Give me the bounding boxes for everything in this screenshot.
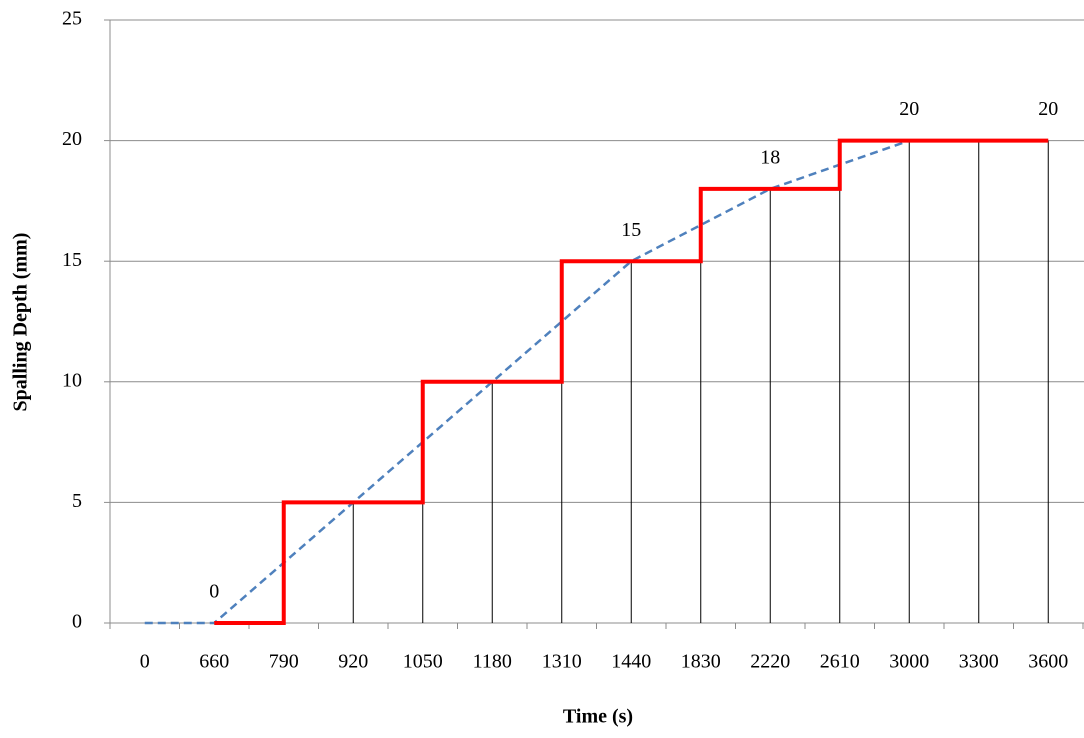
x-tick-label: 3600 [1028,651,1068,673]
data-label: 20 [899,98,919,120]
x-tick-label: 790 [269,651,299,673]
data-label: 20 [1038,98,1058,120]
x-tick-label: 1310 [542,651,582,673]
x-tick-label: 1050 [403,651,443,673]
y-tick-label: 20 [62,128,82,150]
x-tick-label: 1830 [681,651,721,673]
data-label: 15 [621,219,641,241]
y-tick-label: 0 [72,611,82,633]
y-tick-label: 15 [62,249,82,271]
data-label: 0 [209,581,219,603]
x-tick-label: 2610 [820,651,860,673]
y-axis-title: Spalling Depth (mm) [10,233,32,412]
x-tick-label: 1440 [611,651,651,673]
data-label: 18 [760,146,780,168]
x-tick-label: 1180 [473,651,512,673]
y-tick-label: 5 [72,490,82,512]
x-axis-title: Time (s) [563,706,633,728]
y-tick-label: 25 [62,8,82,30]
x-tick-label: 3000 [889,651,929,673]
x-tick-label: 3300 [959,651,999,673]
x-tick-label: 920 [338,651,368,673]
trend-line [144,139,1049,625]
y-tick-label: 10 [62,369,82,391]
step-line [214,138,1049,625]
x-tick-label: 2220 [750,651,790,673]
x-tick-label: 660 [199,651,229,673]
x-tick-label: 0 [140,651,150,673]
